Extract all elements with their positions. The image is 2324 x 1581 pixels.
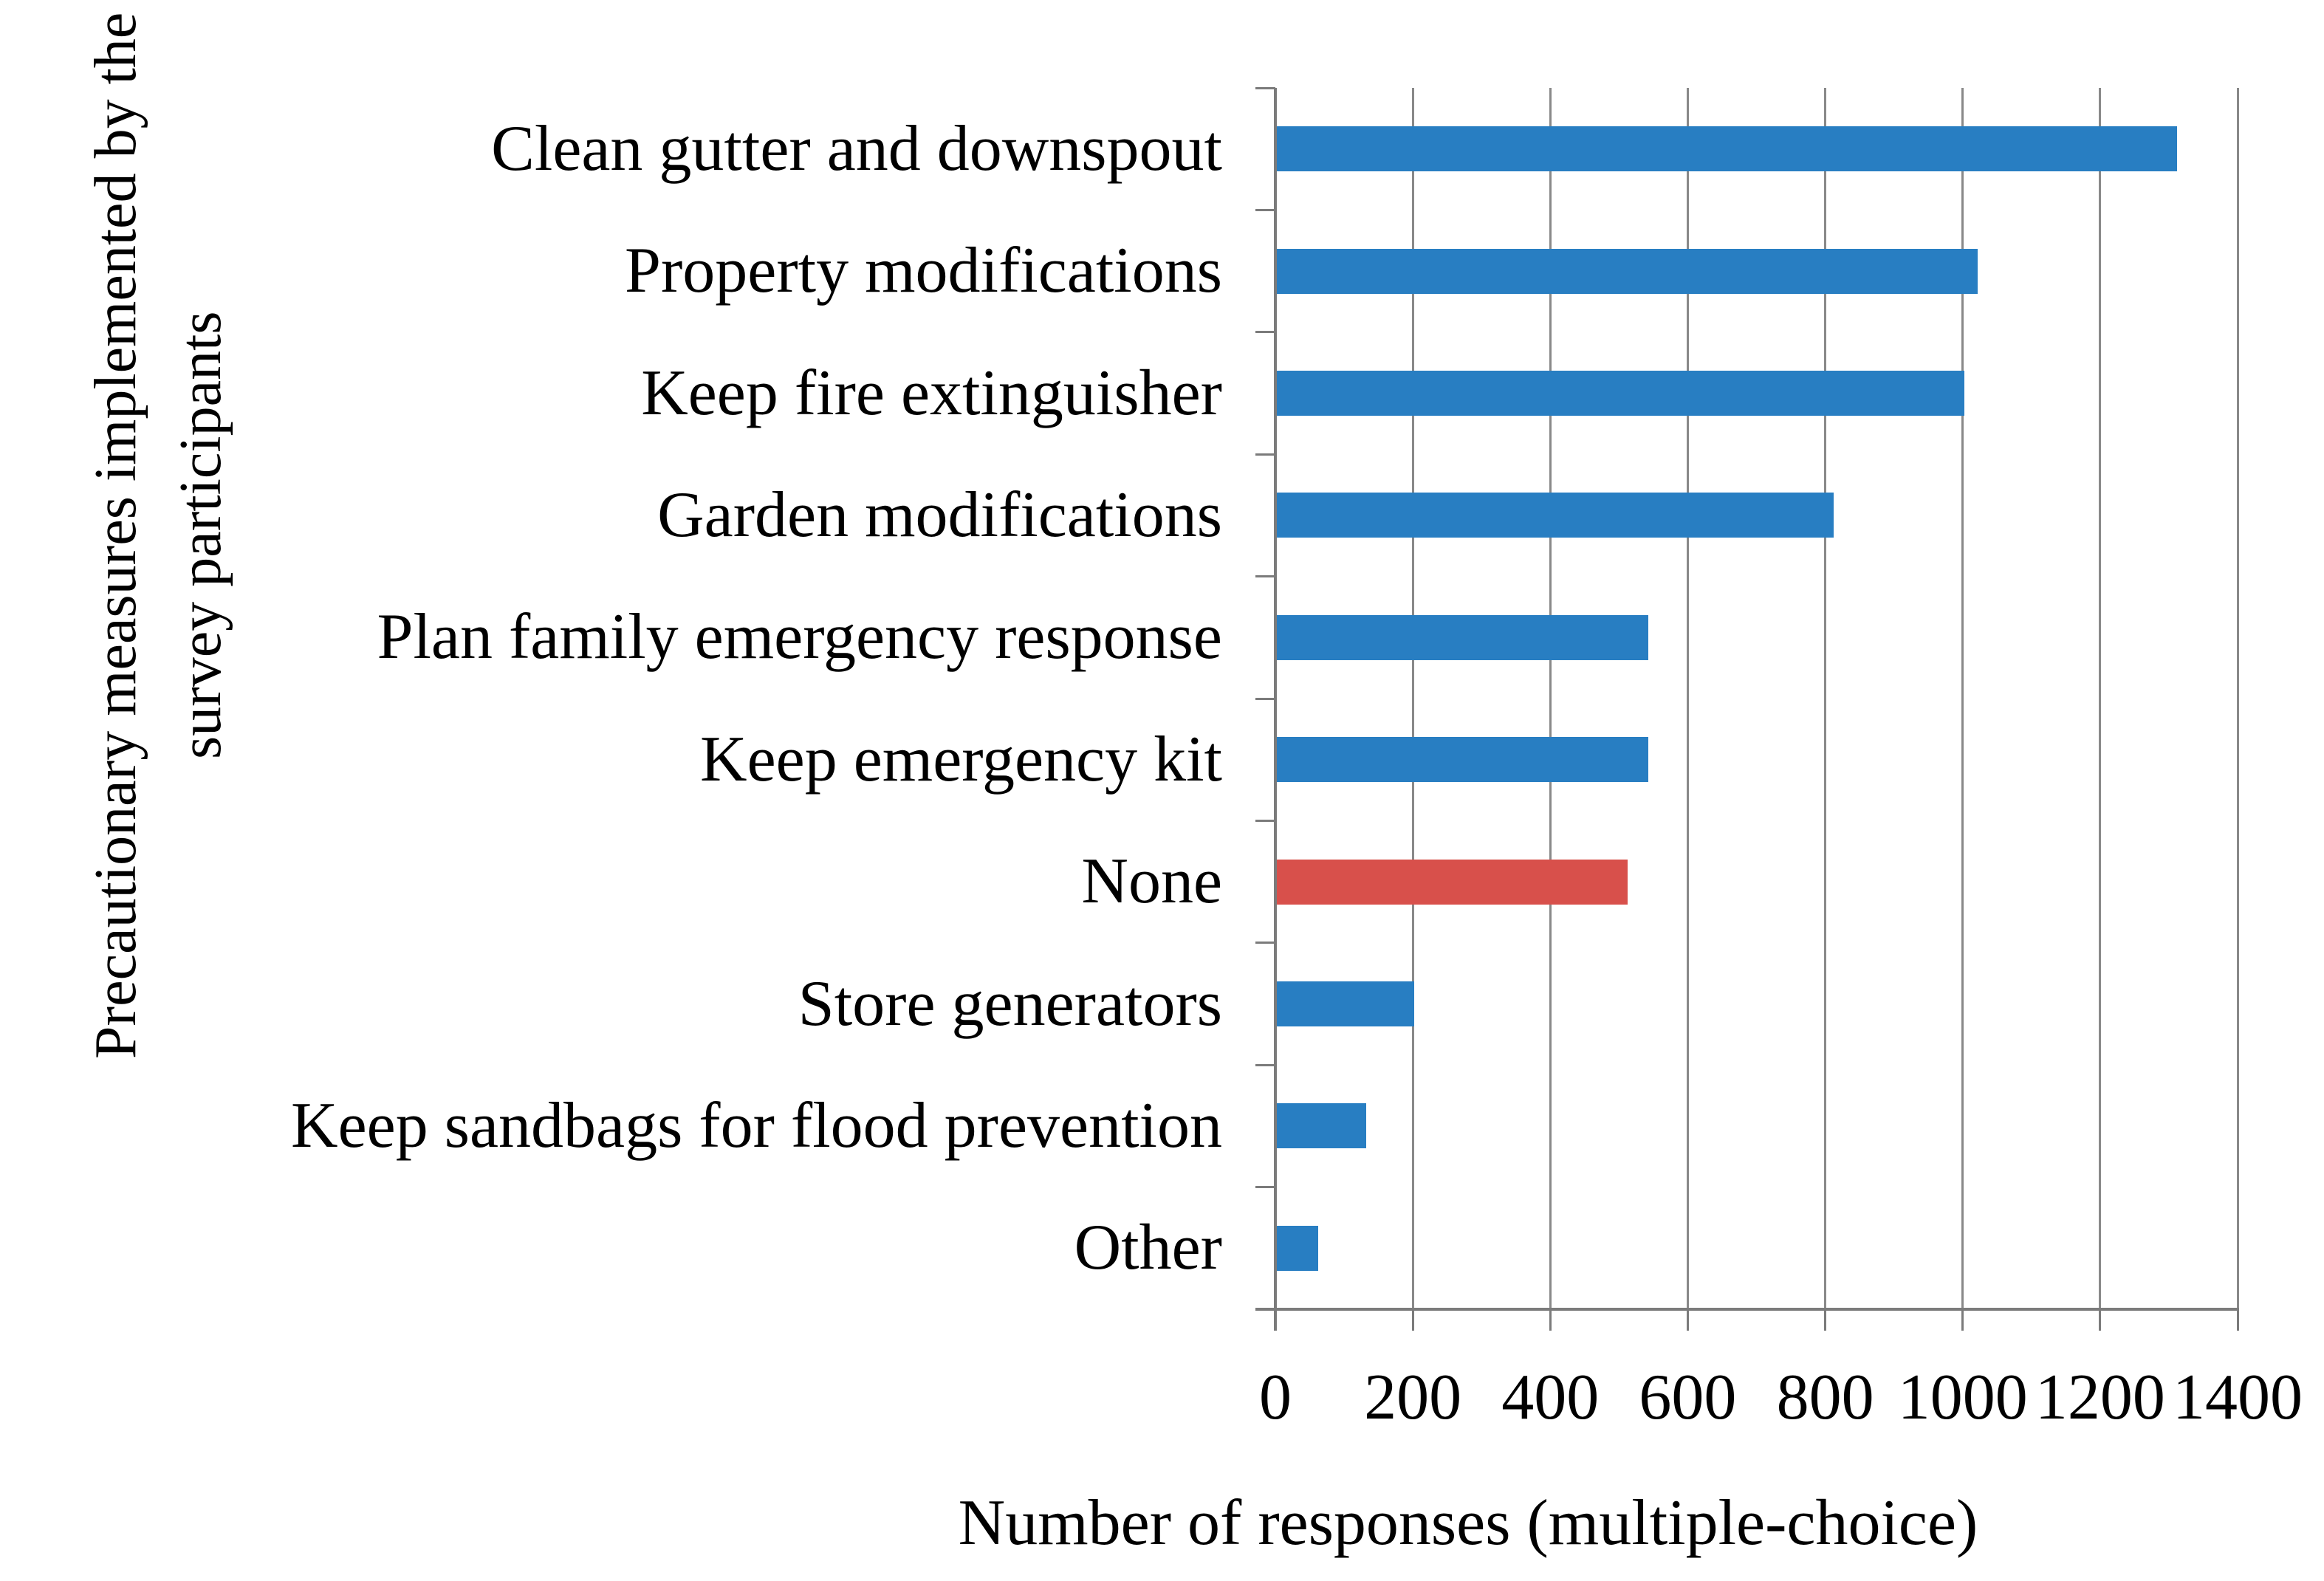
y-tick-mark [1255, 208, 1275, 211]
y-tick-mark [1255, 1308, 1275, 1311]
x-tick-label: 800 [1776, 1362, 1874, 1433]
x-tick-label: 0 [1259, 1362, 1292, 1433]
bar-clean-gutter-and-downspout [1277, 126, 2178, 172]
category-label: Plan family emergency response [377, 601, 1222, 673]
gridline [1549, 88, 1552, 1309]
category-label: None [1081, 846, 1222, 918]
bar-keep-sandbags-for-flood-prevention [1277, 1103, 1366, 1149]
x-tick-label: 200 [1364, 1362, 1462, 1433]
category-label: Keep emergency kit [700, 723, 1222, 795]
x-tick-label: 1000 [1897, 1362, 2028, 1433]
bar-plan-family-emergency-response [1277, 614, 1648, 660]
x-tick-mark [1824, 1311, 1827, 1331]
x-tick-label: 400 [1501, 1362, 1600, 1433]
gridline [2236, 88, 2239, 1309]
gridline [1824, 88, 1827, 1309]
bar-keep-emergency-kit [1277, 737, 1648, 783]
x-tick-label: 600 [1639, 1362, 1737, 1433]
bar-garden-modifications [1277, 493, 1834, 538]
y-tick-mark [1255, 331, 1275, 334]
gridline [1411, 88, 1414, 1309]
x-tick-label: 1400 [2173, 1362, 2303, 1433]
x-tick-mark [1961, 1311, 1964, 1331]
category-label: Store generators [798, 967, 1222, 1040]
x-tick-mark [1686, 1311, 1689, 1331]
y-axis-line [1274, 88, 1277, 1331]
bar-other [1277, 1225, 1318, 1271]
category-label: Clean gutter and downspout [491, 112, 1222, 185]
y-tick-mark [1255, 86, 1275, 89]
bar-store-generators [1277, 981, 1415, 1026]
x-tick-mark [2099, 1311, 2102, 1331]
x-tick-label: 1200 [2035, 1362, 2165, 1433]
x-axis-line [1255, 1308, 2239, 1311]
category-label: Property modifications [625, 235, 1222, 307]
category-label: Keep fire extinguisher [641, 357, 1222, 429]
bar-keep-fire-extinguisher [1277, 371, 1964, 416]
category-label: Other [1074, 1212, 1222, 1284]
gridline [2099, 88, 2102, 1309]
x-tick-mark [1411, 1311, 1414, 1331]
y-tick-mark [1255, 1186, 1275, 1189]
category-label: Garden modifications [657, 479, 1222, 551]
gridline [1961, 88, 1964, 1309]
y-tick-mark [1255, 1063, 1275, 1066]
bar-property-modifications [1277, 248, 1978, 294]
x-tick-mark [2236, 1311, 2239, 1331]
y-tick-mark [1255, 453, 1275, 456]
y-tick-mark [1255, 819, 1275, 822]
category-label: Keep sandbags for flood prevention [291, 1089, 1222, 1162]
gridline [1686, 88, 1689, 1309]
y-tick-mark [1255, 575, 1275, 578]
x-tick-mark [1549, 1311, 1552, 1331]
y-tick-mark [1255, 697, 1275, 700]
x-axis-title: Number of responses (multiple-choice) [958, 1487, 1978, 1559]
bar-none [1277, 859, 1628, 905]
y-tick-mark [1255, 942, 1275, 944]
